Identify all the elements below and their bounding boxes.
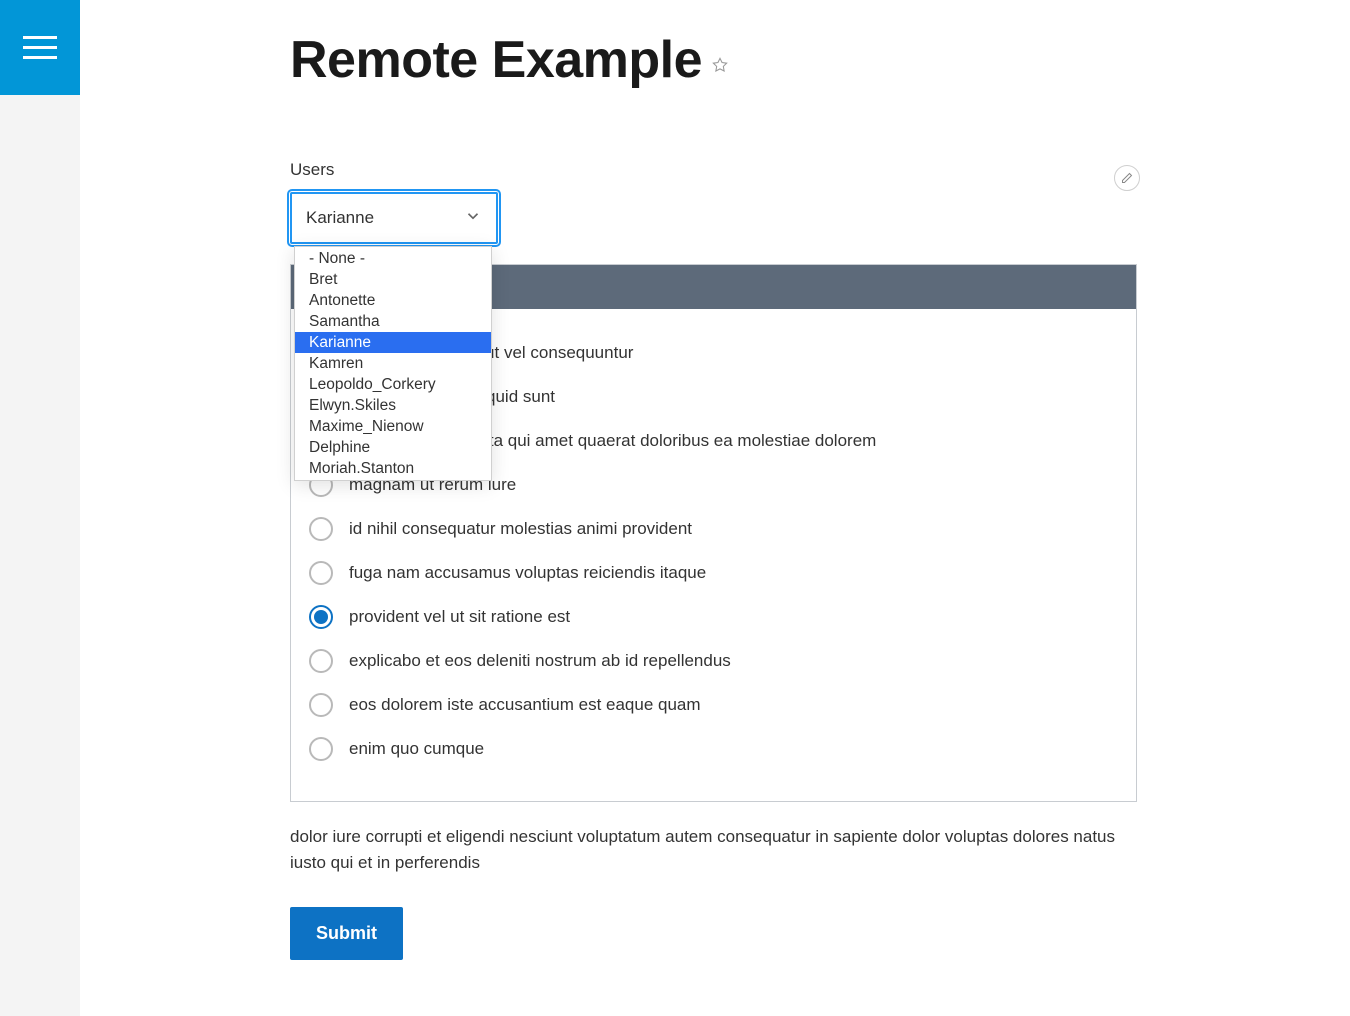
todo-item: provident vel ut sit ratione est (309, 595, 1118, 639)
users-label: Users (290, 160, 1140, 180)
todo-label: fuga nam accusamus voluptas reiciendis i… (349, 563, 706, 583)
dropdown-option[interactable]: Delphine (295, 437, 491, 458)
todo-radio[interactable] (309, 605, 333, 629)
todo-label: provident vel ut sit ratione est (349, 607, 570, 627)
dropdown-option[interactable]: Maxime_Nienow (295, 416, 491, 437)
users-select-value: Karianne (306, 208, 374, 228)
submit-button[interactable]: Submit (290, 907, 403, 960)
menu-button[interactable] (0, 0, 80, 95)
description-text: dolor iure corrupti et eligendi nesciunt… (290, 824, 1137, 877)
dropdown-option[interactable]: Antonette (295, 290, 491, 311)
todo-item: enim quo cumque (309, 727, 1118, 771)
sidebar (0, 0, 80, 1016)
main-content: Remote Example Users Karianne - Non (290, 30, 1140, 960)
hamburger-icon (23, 36, 57, 59)
todo-label: eos dolorem iste accusantium est eaque q… (349, 695, 701, 715)
todo-radio[interactable] (309, 649, 333, 673)
todo-label: enim quo cumque (349, 739, 484, 759)
todo-item: explicabo et eos deleniti nostrum ab id … (309, 639, 1118, 683)
dropdown-option[interactable]: Leopoldo_Corkery (295, 374, 491, 395)
todo-item: eos dolorem iste accusantium est eaque q… (309, 683, 1118, 727)
dropdown-option[interactable]: Moriah.Stanton (295, 458, 491, 479)
star-icon[interactable] (712, 57, 728, 78)
todo-item: fuga nam accusamus voluptas reiciendis i… (309, 551, 1118, 595)
todo-radio[interactable] (309, 737, 333, 761)
dropdown-option[interactable]: Elwyn.Skiles (295, 395, 491, 416)
dropdown-option[interactable]: - None - (295, 248, 491, 269)
users-dropdown: - None -BretAntonetteSamanthaKarianneKam… (294, 246, 492, 481)
todo-radio[interactable] (309, 693, 333, 717)
dropdown-option[interactable]: Karianne (295, 332, 491, 353)
todo-item: id nihil consequatur molestias animi pro… (309, 507, 1118, 551)
page-title: Remote Example (290, 30, 702, 90)
dropdown-option[interactable]: Samantha (295, 311, 491, 332)
todo-label: explicabo et eos deleniti nostrum ab id … (349, 651, 731, 671)
users-select[interactable]: Karianne (290, 192, 498, 244)
chevron-down-icon (464, 207, 482, 230)
edit-icon[interactable] (1114, 165, 1140, 191)
todo-radio[interactable] (309, 517, 333, 541)
dropdown-option[interactable]: Kamren (295, 353, 491, 374)
dropdown-option[interactable]: Bret (295, 269, 491, 290)
todo-label: id nihil consequatur molestias animi pro… (349, 519, 692, 539)
todo-radio[interactable] (309, 561, 333, 585)
users-select-wrap: Karianne - None -BretAntonetteSamanthaKa… (290, 192, 498, 244)
